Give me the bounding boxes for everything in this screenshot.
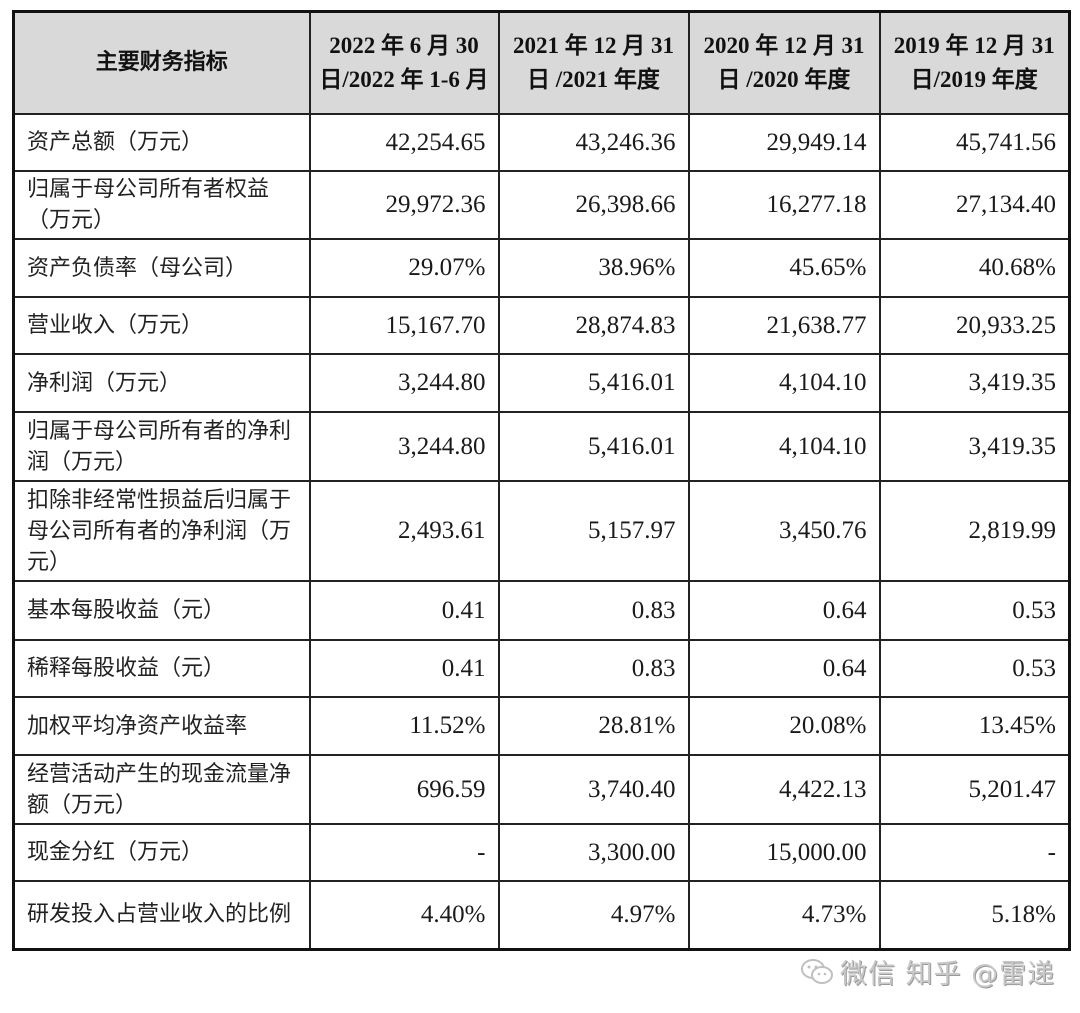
cell-value: 27,134.40 [878,170,1071,240]
cell-value: 0.64 [687,639,881,698]
cell-value: 21,638.77 [687,296,881,355]
table-row-rd-ratio: 研发投入占营业收入的比例 4.40% 4.97% 4.73% 5.18% [12,880,1071,950]
cell-value: 45,741.56 [878,113,1071,172]
cell-value: 20.08% [687,696,881,756]
row-label: 经营活动产生的现金流量净额（万元） [12,754,311,825]
cell-value: 29,949.14 [687,113,881,172]
table-row-net-profit: 净利润（万元） 3,244.80 5,416.01 4,104.10 3,419… [12,353,1071,413]
table-row-operating-cash-flow: 经营活动产生的现金流量净额（万元） 696.59 3,740.40 4,422.… [12,754,1071,825]
cell-value: 4.40% [308,880,500,950]
table-row-parent-equity: 归属于母公司所有者权益（万元） 29,972.36 26,398.66 16,2… [12,170,1071,240]
cell-value: 3,244.80 [308,411,500,482]
table-row-cash-dividend: 现金分红（万元） - 3,300.00 15,000.00 - [12,823,1071,882]
row-label: 归属于母公司所有者的净利润（万元） [12,411,311,482]
table-header-row: 主要财务指标 2022 年 6 月 30 日/2022 年 1-6 月 2021… [12,10,1071,115]
table-row-revenue: 营业收入（万元） 15,167.70 28,874.83 21,638.77 2… [12,296,1071,355]
cell-value: 15,000.00 [687,823,881,882]
cell-value: 3,300.00 [497,823,690,882]
row-label: 加权平均净资产收益率 [12,696,311,756]
cell-value: 3,419.35 [878,411,1071,482]
watermark: 微信 知乎 @雷递 [800,952,1055,991]
table-row-total-assets: 资产总额（万元） 42,254.65 43,246.36 29,949.14 4… [12,113,1071,172]
header-2020: 2020 年 12 月 31 日 /2020 年度 [687,10,881,115]
row-label: 净利润（万元） [12,353,311,413]
watermark-text: 微信 知乎 @雷递 [840,959,1056,990]
cell-value: 3,419.35 [878,353,1071,413]
cell-value: 0.41 [308,580,500,641]
cell-value: 42,254.65 [308,113,500,172]
row-label: 稀释每股收益（元） [12,639,311,698]
table-row-diluted-eps: 稀释每股收益（元） 0.41 0.83 0.64 0.53 [12,639,1071,698]
cell-value: 29,972.36 [308,170,500,240]
cell-value: 28,874.83 [497,296,690,355]
cell-value: 2,493.61 [308,480,500,582]
cell-value: 45.65% [687,238,881,298]
row-label: 扣除非经常性损益后归属于母公司所有者的净利润（万元） [12,480,311,582]
cell-value: 2,819.99 [878,480,1071,582]
cell-value: - [878,823,1071,882]
cell-value: 696.59 [308,754,500,825]
cell-value: 0.83 [497,639,690,698]
cell-value: 5,201.47 [878,754,1071,825]
cell-value: 3,740.40 [497,754,690,825]
cell-value: 4,104.10 [687,353,881,413]
cell-value: 26,398.66 [497,170,690,240]
cell-value: 40.68% [878,238,1071,298]
cell-value: 0.53 [878,580,1071,641]
cell-value: 28.81% [497,696,690,756]
table-row-basic-eps: 基本每股收益（元） 0.41 0.83 0.64 0.53 [12,580,1071,641]
cell-value: 3,450.76 [687,480,881,582]
cell-value: 4,422.13 [687,754,881,825]
table-row-parent-net-profit: 归属于母公司所有者的净利润（万元） 3,244.80 5,416.01 4,10… [12,411,1071,482]
financial-indicators-table: 主要财务指标 2022 年 6 月 30 日/2022 年 1-6 月 2021… [12,10,1071,951]
cell-value: 13.45% [878,696,1071,756]
cell-value: 5,416.01 [497,411,690,482]
cell-value: 29.07% [308,238,500,298]
cell-value: 0.41 [308,639,500,698]
header-2019: 2019 年 12 月 31 日/2019 年度 [878,10,1071,115]
cell-value: 4,104.10 [687,411,881,482]
header-indicator: 主要财务指标 [12,10,311,115]
table-row-deducted-net-profit: 扣除非经常性损益后归属于母公司所有者的净利润（万元） 2,493.61 5,15… [12,480,1071,582]
cell-value: 5,157.97 [497,480,690,582]
cell-value: 20,933.25 [878,296,1071,355]
row-label: 研发投入占营业收入的比例 [12,880,311,950]
cell-value: 5.18% [878,880,1071,950]
row-label: 资产负债率（母公司） [12,238,311,298]
cell-value: 16,277.18 [687,170,881,240]
header-2022-h1: 2022 年 6 月 30 日/2022 年 1-6 月 [308,10,500,115]
cell-value: 3,244.80 [308,353,500,413]
cell-value: 5,416.01 [497,353,690,413]
row-label: 基本每股收益（元） [12,580,311,641]
wechat-icon [800,958,834,986]
header-2021: 2021 年 12 月 31 日 /2021 年度 [497,10,690,115]
row-label: 营业收入（万元） [12,296,311,355]
table-row-debt-ratio: 资产负债率（母公司） 29.07% 38.96% 45.65% 40.68% [12,238,1071,298]
cell-value: - [308,823,500,882]
cell-value: 0.64 [687,580,881,641]
cell-value: 11.52% [308,696,500,756]
cell-value: 4.97% [497,880,690,950]
cell-value: 38.96% [497,238,690,298]
cell-value: 0.83 [497,580,690,641]
row-label: 现金分红（万元） [12,823,311,882]
cell-value: 4.73% [687,880,881,950]
table-row-weighted-roe: 加权平均净资产收益率 11.52% 28.81% 20.08% 13.45% [12,696,1071,756]
cell-value: 15,167.70 [308,296,500,355]
cell-value: 43,246.36 [497,113,690,172]
cell-value: 0.53 [878,639,1071,698]
row-label: 资产总额（万元） [12,113,311,172]
row-label: 归属于母公司所有者权益（万元） [12,170,311,240]
